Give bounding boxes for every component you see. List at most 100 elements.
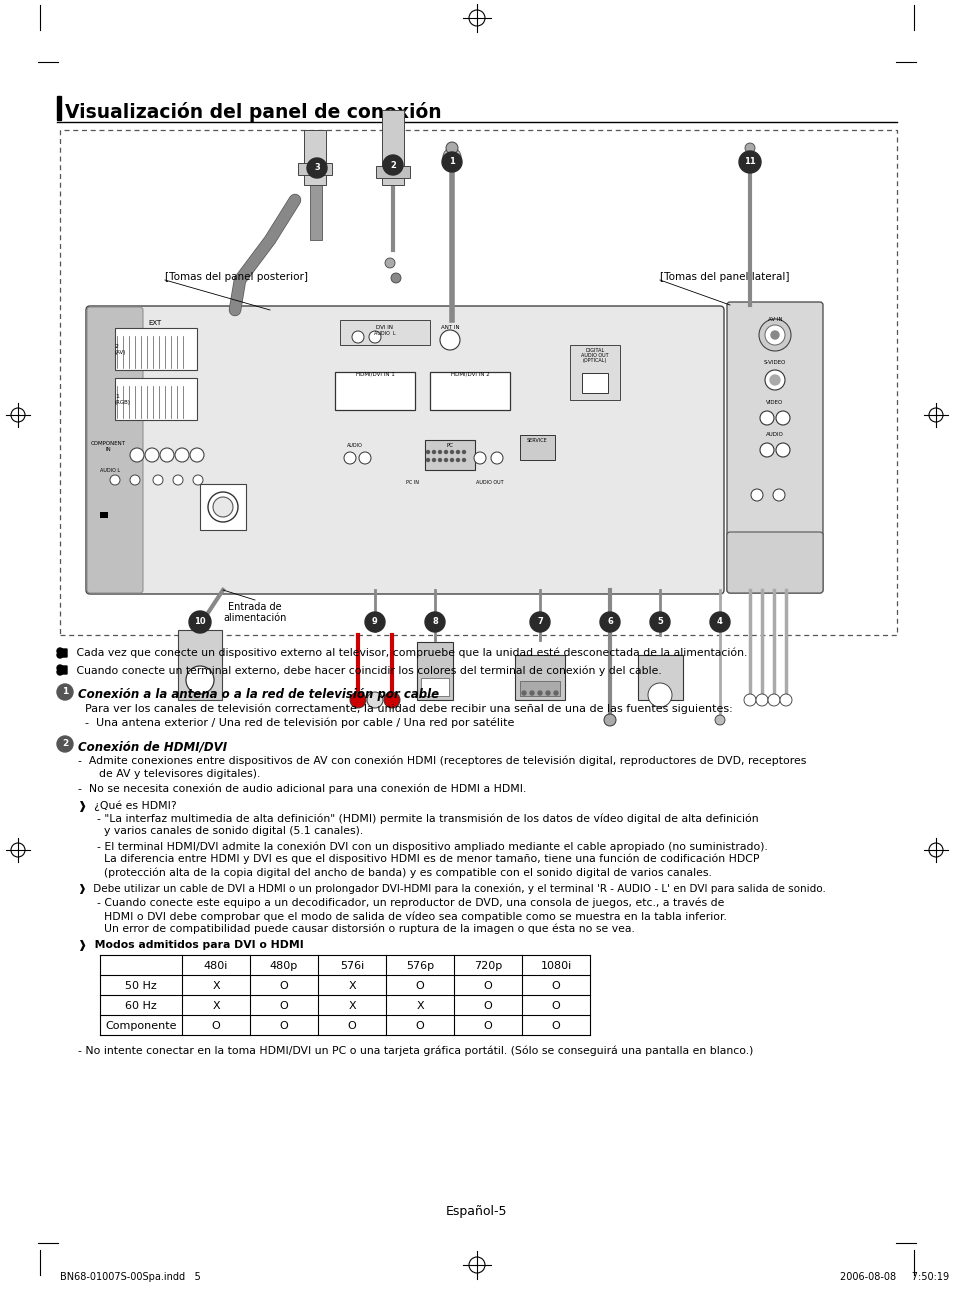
Circle shape — [537, 692, 541, 696]
Circle shape — [772, 489, 784, 501]
Bar — [416, 642, 453, 699]
Text: 480p: 480p — [270, 960, 297, 971]
Bar — [178, 630, 222, 699]
Text: 480i: 480i — [204, 960, 228, 971]
Circle shape — [432, 450, 435, 454]
Circle shape — [554, 692, 558, 696]
Text: AUDIO OUT: AUDIO OUT — [580, 352, 608, 358]
Circle shape — [190, 448, 204, 462]
Circle shape — [770, 331, 779, 339]
Text: VIDEO: VIDEO — [765, 401, 782, 405]
Text: Español-5: Español-5 — [446, 1205, 507, 1218]
Text: 2: 2 — [115, 345, 119, 348]
Bar — [375, 166, 410, 177]
Circle shape — [438, 458, 441, 462]
Bar — [420, 679, 449, 696]
Text: HDMI o DVI debe comprobar que el modo de salida de vídeo sea compatible como se : HDMI o DVI debe comprobar que el modo de… — [90, 911, 726, 921]
Bar — [519, 435, 555, 459]
Bar — [638, 655, 682, 699]
Circle shape — [769, 375, 780, 385]
Circle shape — [382, 155, 402, 175]
Text: - Cuando conecte este equipo a un decodificador, un reproductor de DVD, una cons: - Cuando conecte este equipo a un decodi… — [90, 898, 723, 908]
Circle shape — [603, 714, 616, 726]
Circle shape — [213, 497, 233, 517]
Circle shape — [160, 448, 173, 462]
Bar — [581, 373, 607, 393]
Circle shape — [110, 475, 120, 485]
Circle shape — [462, 450, 465, 454]
Text: HDMI/DVI IN 2: HDMI/DVI IN 2 — [450, 372, 489, 377]
Circle shape — [426, 458, 429, 462]
Circle shape — [760, 442, 773, 457]
Text: ❱  ¿Qué es HDMI?: ❱ ¿Qué es HDMI? — [78, 800, 176, 812]
Circle shape — [764, 371, 784, 390]
Circle shape — [174, 448, 189, 462]
Text: AUDIO: AUDIO — [765, 432, 783, 437]
Text: -  No se necesita conexión de audio adicional para una conexión de HDMI a HDMI.: - No se necesita conexión de audio adici… — [78, 784, 526, 795]
Circle shape — [57, 669, 63, 675]
Text: - El terminal HDMI/DVI admite la conexión DVI con un dispositivo ampliado median: - El terminal HDMI/DVI admite la conexió… — [90, 840, 767, 851]
Circle shape — [545, 692, 550, 696]
Text: O: O — [279, 1021, 288, 1031]
Text: Cada vez que conecte un dispositivo externo al televisor, compruebe que la unida: Cada vez que conecte un dispositivo exte… — [73, 649, 746, 659]
Text: O: O — [483, 1021, 492, 1031]
Text: La diferencia entre HDMI y DVI es que el dispositivo HDMI es de menor tamaño, ti: La diferencia entre HDMI y DVI es que el… — [90, 853, 759, 864]
Text: COMPONENT: COMPONENT — [91, 441, 126, 446]
Circle shape — [649, 612, 669, 632]
Text: (OPTICAL): (OPTICAL) — [582, 358, 606, 363]
Text: AUDIO L: AUDIO L — [100, 468, 120, 472]
Bar — [297, 163, 332, 175]
Bar — [569, 345, 619, 401]
Text: [Tomas del panel posterior]: [Tomas del panel posterior] — [165, 271, 308, 282]
Bar — [339, 320, 430, 345]
Text: de AV y televisores digitales).: de AV y televisores digitales). — [78, 769, 260, 779]
Circle shape — [57, 736, 73, 752]
Circle shape — [444, 450, 447, 454]
Circle shape — [780, 694, 791, 706]
Text: X: X — [212, 981, 219, 990]
FancyBboxPatch shape — [726, 301, 822, 592]
Text: 576i: 576i — [339, 960, 364, 971]
Text: O: O — [212, 1021, 220, 1031]
Text: -  Una antena exterior / Una red de televisión por cable / Una red por satélite: - Una antena exterior / Una red de telev… — [85, 716, 514, 727]
Text: HDMI/DVI IN 1: HDMI/DVI IN 1 — [355, 372, 394, 377]
Circle shape — [647, 683, 671, 707]
Circle shape — [344, 452, 355, 465]
Circle shape — [530, 612, 550, 632]
Circle shape — [130, 448, 144, 462]
Circle shape — [367, 692, 382, 709]
Circle shape — [759, 318, 790, 351]
Text: 3: 3 — [314, 163, 319, 172]
Bar — [515, 655, 564, 699]
Bar — [57, 97, 61, 120]
Text: O: O — [347, 1021, 356, 1031]
Text: O: O — [483, 1001, 492, 1011]
Circle shape — [764, 325, 784, 345]
Circle shape — [750, 489, 762, 501]
Text: 6: 6 — [606, 617, 612, 626]
Circle shape — [426, 450, 429, 454]
Circle shape — [714, 715, 724, 726]
Text: Visualización del panel de conexión: Visualización del panel de conexión — [65, 102, 441, 121]
Text: O: O — [416, 1021, 424, 1031]
Text: PC IN: PC IN — [406, 480, 419, 485]
Text: O: O — [551, 981, 559, 990]
FancyBboxPatch shape — [726, 532, 822, 592]
Text: PC: PC — [446, 442, 453, 448]
Circle shape — [739, 151, 760, 174]
Text: 7: 7 — [537, 617, 542, 626]
Text: 1: 1 — [449, 158, 455, 167]
Circle shape — [450, 450, 453, 454]
Circle shape — [441, 151, 461, 172]
Circle shape — [599, 612, 619, 632]
Text: Para ver los canales de televisión correctamente, la unidad debe recibir una señ: Para ver los canales de televisión corre… — [85, 703, 732, 715]
Text: - No intente conectar en la toma HDMI/DVI un PC o una tarjeta gráfica portátil. : - No intente conectar en la toma HDMI/DV… — [78, 1045, 753, 1056]
Text: Cuando conecte un terminal externo, debe hacer coincidir los colores del termina: Cuando conecte un terminal externo, debe… — [73, 666, 661, 676]
Circle shape — [474, 452, 485, 465]
Circle shape — [358, 452, 371, 465]
Text: Componente: Componente — [105, 1021, 176, 1031]
Circle shape — [743, 694, 755, 706]
Text: X: X — [416, 1001, 423, 1011]
Circle shape — [384, 692, 399, 709]
Circle shape — [438, 450, 441, 454]
